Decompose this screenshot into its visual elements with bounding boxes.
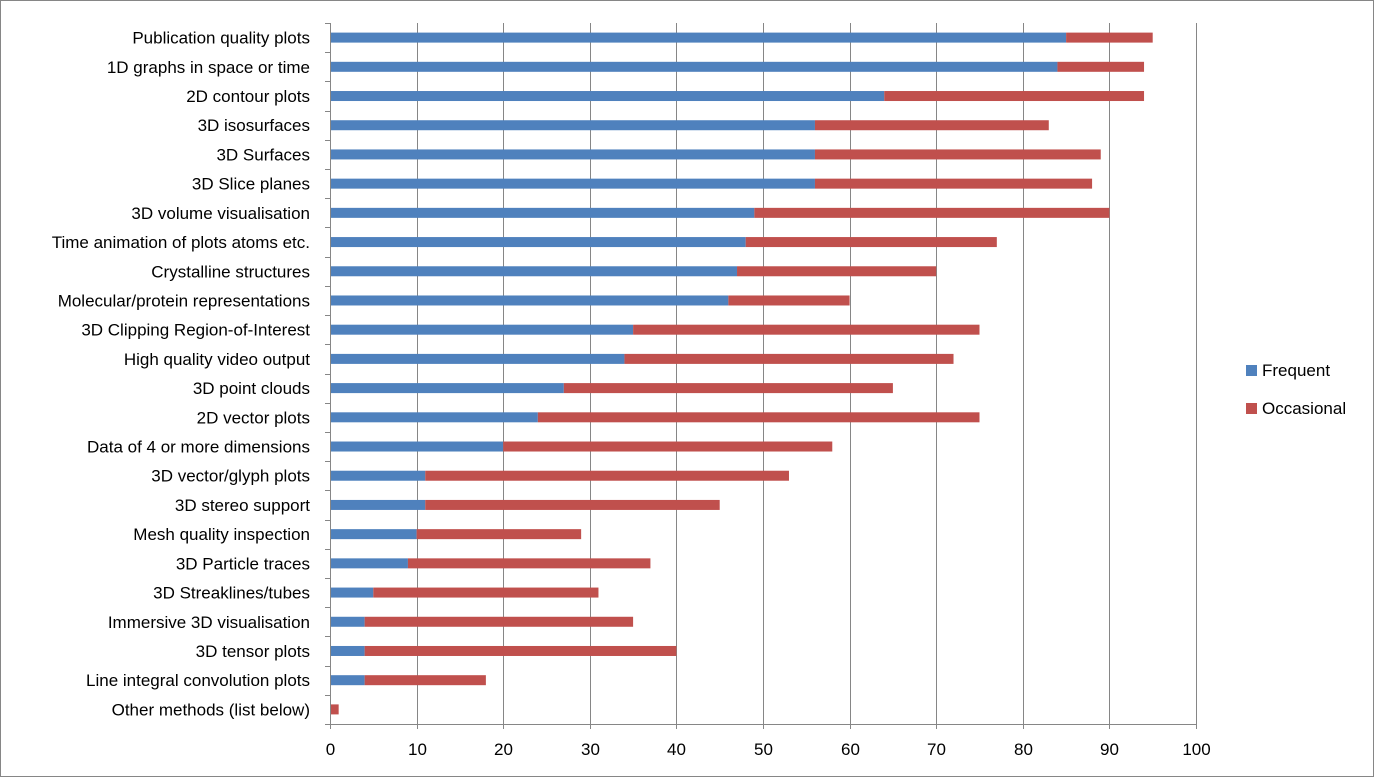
bar-occasional [407, 558, 651, 569]
bar-frequent [330, 587, 374, 598]
category-label: Mesh quality inspection [133, 525, 310, 544]
bar-occasional [745, 237, 997, 248]
category-label: 3D Clipping Region-of-Interest [81, 321, 310, 340]
legend-label-frequent: Frequent [1262, 361, 1330, 380]
category-label: Molecular/protein representations [58, 291, 310, 310]
bar-occasional [416, 529, 582, 540]
x-tick-label: 20 [494, 740, 513, 759]
bars [330, 32, 1153, 715]
bar-occasional [814, 178, 1093, 189]
legend-swatch-occasional [1246, 403, 1257, 414]
bar-frequent [330, 353, 625, 364]
category-label: 3D point clouds [193, 379, 310, 398]
bar-occasional [814, 149, 1101, 160]
x-tick-label: 90 [1100, 740, 1119, 759]
x-tick-label: 0 [326, 740, 335, 759]
x-tick-label: 70 [927, 740, 946, 759]
category-label: 3D Surfaces [216, 145, 310, 164]
bar-occasional [425, 470, 789, 481]
bar-occasional [364, 616, 634, 627]
bar-frequent [330, 120, 815, 131]
bar-frequent [330, 383, 564, 394]
category-label: Publication quality plots [132, 29, 310, 48]
bar-occasional [537, 412, 980, 423]
bar-frequent [330, 91, 885, 102]
category-labels: Publication quality plots 1D graphs in sp… [52, 29, 311, 720]
x-tick-label: 40 [667, 740, 686, 759]
bar-frequent [330, 266, 738, 277]
category-label: Immersive 3D visualisation [108, 613, 310, 632]
bar-occasional [633, 324, 980, 335]
bar-occasional [737, 266, 937, 277]
bar-frequent [330, 558, 408, 569]
category-label: Line integral convolution plots [86, 671, 310, 690]
bar-occasional [364, 675, 486, 686]
category-label: High quality video output [124, 350, 310, 369]
bar-frequent [330, 324, 634, 335]
category-label: 3D Slice planes [192, 175, 310, 194]
bar-frequent [330, 412, 538, 423]
category-label: 3D vector/glyph plots [151, 467, 310, 486]
bar-occasional [1066, 32, 1153, 43]
bar-frequent [330, 529, 417, 540]
x-tick-labels: 0 10 20 30 40 50 60 70 80 90 100 [326, 740, 1211, 759]
bar-occasional [1057, 61, 1145, 72]
legend-label-occasional: Occasional [1262, 399, 1346, 418]
x-tick-label: 10 [408, 740, 427, 759]
bar-frequent [330, 616, 365, 627]
bar-frequent [330, 207, 755, 218]
gridlines [417, 23, 1197, 724]
legend: Frequent Occasional [1246, 361, 1346, 418]
bar-frequent [330, 645, 365, 656]
category-label: 3D isosurfaces [198, 116, 310, 135]
category-label: 1D graphs in space or time [107, 58, 310, 77]
bar-frequent [330, 499, 426, 510]
x-tick-label: 30 [581, 740, 600, 759]
bar-occasional [754, 207, 1110, 218]
category-label: 3D stereo support [175, 496, 310, 515]
x-tick-label: 80 [1014, 740, 1033, 759]
bar-frequent [330, 441, 504, 452]
bar-frequent [330, 470, 426, 481]
bar-occasional [364, 645, 677, 656]
bar-occasional [728, 295, 850, 306]
category-label: Other methods (list below) [112, 700, 310, 719]
bar-frequent [330, 149, 815, 160]
bar-occasional [425, 499, 720, 510]
category-label: 2D vector plots [197, 408, 310, 427]
bar-frequent [330, 178, 815, 189]
x-tick-label: 100 [1182, 740, 1210, 759]
category-label: Time animation of plots atoms etc. [52, 233, 310, 252]
bar-occasional [884, 91, 1145, 102]
bar-frequent [330, 675, 365, 686]
bar-frequent [330, 295, 729, 306]
bar-frequent [330, 61, 1058, 72]
legend-swatch-frequent [1246, 365, 1257, 376]
bar-occasional [330, 704, 339, 715]
bar-occasional [624, 353, 954, 364]
x-tick-label: 60 [841, 740, 860, 759]
category-label: 2D contour plots [186, 87, 310, 106]
bar-frequent [330, 237, 746, 248]
bar-occasional [563, 383, 893, 394]
category-label: 3D Particle traces [176, 554, 310, 573]
bar-occasional [814, 120, 1049, 131]
axes [325, 23, 1197, 729]
category-label: Data of 4 or more dimensions [87, 438, 310, 457]
bar-frequent [330, 32, 1067, 43]
category-label: Crystalline structures [151, 262, 310, 281]
x-tick-label: 50 [754, 740, 773, 759]
bar-occasional [503, 441, 833, 452]
category-label: 3D tensor plots [196, 642, 310, 661]
category-label: 3D Streaklines/tubes [153, 584, 310, 603]
category-label: 3D volume visualisation [131, 204, 310, 223]
bar-occasional [373, 587, 599, 598]
